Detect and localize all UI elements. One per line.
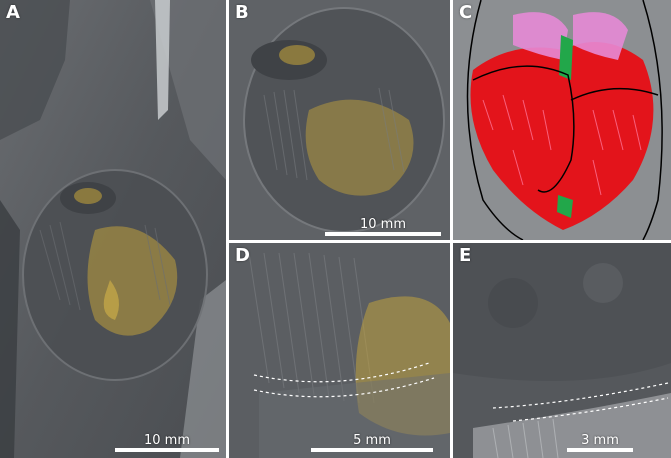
- panel-a-scale-label: 10 mm: [143, 433, 190, 448]
- panel-b-photo: [229, 0, 450, 240]
- panel-b-scale-bar: [325, 232, 441, 236]
- panel-e-photo: [453, 243, 671, 458]
- panel-d: D 5 mm: [229, 243, 450, 458]
- panel-e-scale: 3 mm: [567, 434, 633, 452]
- panel-d-scale-label: 5 mm: [353, 433, 391, 448]
- panel-c-label: C: [459, 2, 473, 23]
- panel-a-photo: [0, 0, 226, 458]
- panel-a: A 10 mm: [0, 0, 226, 458]
- panel-b-scale: 10 mm: [325, 218, 441, 236]
- panel-c: C: [453, 0, 671, 240]
- panel-e-label: E: [459, 245, 472, 266]
- panel-b-scale-label: 10 mm: [359, 217, 406, 232]
- panel-e: E 3 mm: [453, 243, 671, 458]
- panel-d-scale: 5 mm: [311, 434, 433, 452]
- panel-c-annotated-drawing: [453, 0, 671, 240]
- panel-b-label: B: [235, 2, 249, 23]
- panel-d-label: D: [235, 245, 250, 266]
- panel-e-scale-label: 3 mm: [581, 433, 619, 448]
- panel-a-label: A: [6, 2, 20, 23]
- panel-b: B 10 mm: [229, 0, 450, 240]
- panel-a-scale-bar: [115, 448, 219, 452]
- panel-d-scale-bar: [311, 448, 433, 452]
- panel-d-photo: [229, 243, 450, 458]
- panel-a-scale: 10 mm: [115, 434, 219, 452]
- panel-e-scale-bar: [567, 448, 633, 452]
